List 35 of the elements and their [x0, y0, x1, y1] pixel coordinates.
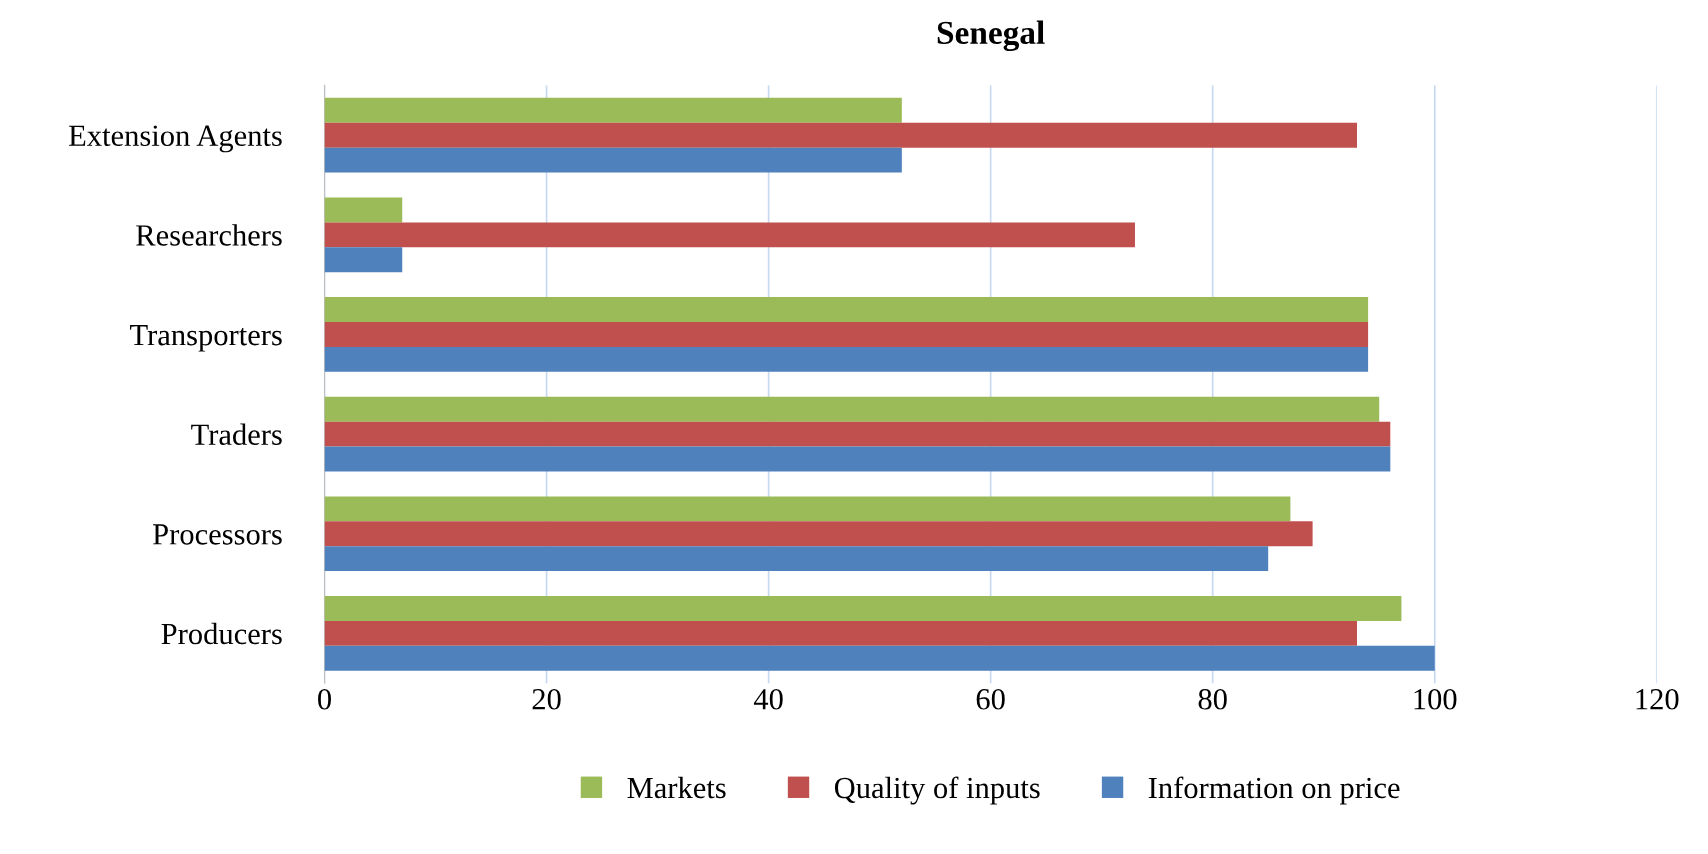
bar [324, 97, 902, 123]
legend-label: Information on price [1148, 776, 1400, 805]
x-tick-label: 120 [1636, 688, 1679, 710]
bar [324, 446, 1391, 472]
y-tick-label: Traders [191, 423, 282, 446]
y-tick-label: Transporters [130, 325, 282, 352]
bar [324, 496, 1291, 522]
y-tick-label: Extension Agents [69, 125, 282, 153]
bar [324, 596, 1402, 621]
x-tick-label: 80 [1198, 688, 1227, 710]
y-tick-label: Researchers [136, 224, 282, 246]
bar [324, 396, 1380, 422]
bar [324, 222, 1135, 248]
chart-title: Senegal [937, 20, 1045, 52]
x-tick-label: 20 [532, 688, 561, 710]
bar [324, 421, 1391, 447]
x-tick-label: 60 [976, 688, 1005, 710]
y-tick-label: Producers [161, 622, 282, 645]
legend-label: Markets [627, 776, 726, 799]
bar [324, 645, 1435, 671]
y-tick-label: Processors [153, 524, 282, 545]
bar [324, 297, 1369, 323]
bar [324, 147, 902, 173]
bar [324, 122, 1358, 148]
bar [324, 546, 1269, 572]
bar [324, 346, 1369, 372]
x-tick-label: 0 [318, 688, 331, 710]
x-tick-label: 40 [753, 688, 783, 710]
bar [324, 521, 1313, 547]
x-tick-label: 100 [1414, 688, 1457, 710]
bar [324, 620, 1358, 646]
bar [324, 322, 1369, 347]
bar [324, 247, 403, 273]
bar [324, 197, 403, 223]
legend-label: Quality of inputs [834, 776, 1040, 805]
